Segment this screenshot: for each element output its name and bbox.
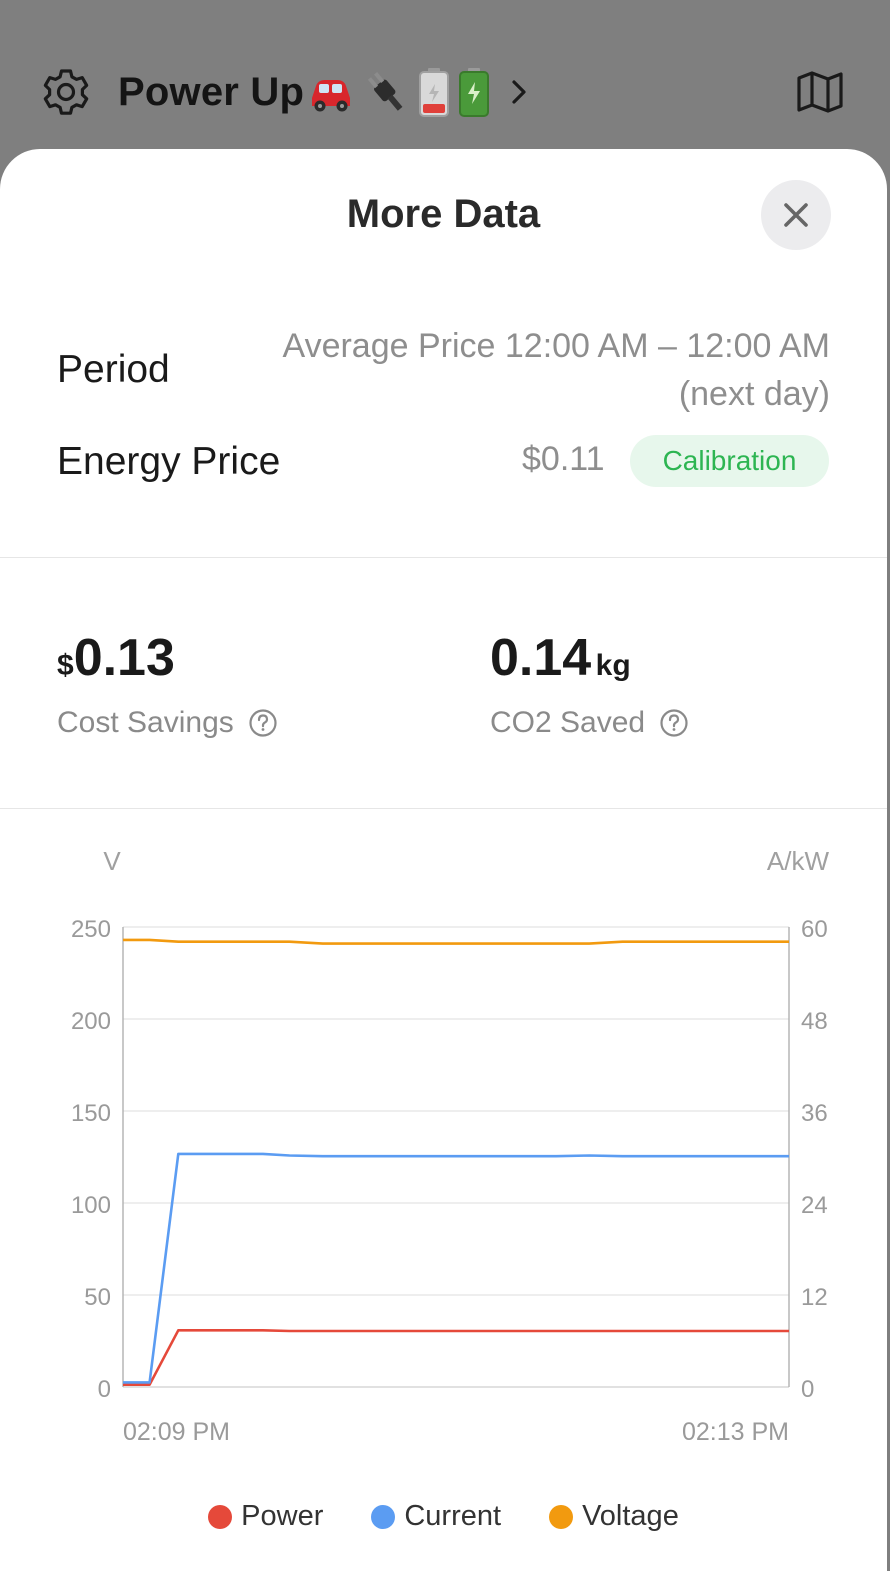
y-tick-left: 50 [84,1284,111,1311]
cost-savings-text: Cost Savings [57,706,234,739]
cost-savings-label: Cost Savings [57,706,278,740]
x-tick-label: 02:09 PM [123,1418,230,1446]
y-tick-left: 100 [71,1192,111,1219]
series-line-power [123,1329,789,1386]
x-tick-label: 02:13 PM [682,1418,789,1446]
co2-saved-value: 0.14 kg [490,628,631,688]
close-icon [784,203,808,227]
low-battery-emoji [419,68,450,117]
y-tick-right: 12 [801,1284,828,1311]
legend-dot-power [208,1504,233,1529]
power-chart: 250 60 200 48 150 36 100 24 50 12 0 0 V A/kW 02:09 PM 0… [71,846,830,1446]
title-emojis [306,66,496,118]
legend-label-current: Current [404,1500,502,1532]
right-axis-unit: A/kW [767,846,830,876]
gear-icon[interactable] [40,66,92,118]
period-value: Average Price 12:00 AM – 12:00 AM (next … [283,322,831,418]
calibration-badge[interactable]: Calibration [630,435,829,487]
map-icon[interactable] [794,66,846,118]
co2-unit: kg [595,649,631,682]
legend-label-power: Power [241,1500,324,1532]
close-button[interactable] [761,180,831,250]
divider [0,808,887,809]
legend-dot-voltage [549,1504,574,1529]
co2-amount: 0.14 [490,629,592,687]
legend-item-power[interactable]: Power [208,1500,323,1533]
y-tick-right: 60 [801,916,828,943]
y-tick-left: 0 [98,1376,111,1403]
app-header: Power Up [0,0,890,160]
energy-price-value: $0.11 [522,440,605,478]
legend-label-voltage: Voltage [582,1500,679,1532]
y-tick-left: 250 [71,916,111,943]
full-battery-emoji [459,68,490,117]
y-tick-right: 0 [801,1376,814,1403]
chart-legend: Power Current Voltage [0,1500,887,1533]
divider [0,557,887,558]
chevron-right-icon[interactable] [510,77,536,107]
help-icon[interactable] [248,708,278,738]
period-value-line1: Average Price 12:00 AM – 12:00 AM [282,327,831,365]
legend-dot-current [371,1504,396,1529]
plug-emoji [367,72,403,111]
sheet-title: More Data [346,192,541,236]
y-tick-left: 150 [71,1100,111,1127]
y-tick-right: 48 [801,1008,828,1035]
car-emoji [312,80,351,112]
currency-symbol: $ [57,649,74,682]
legend-item-voltage[interactable]: Voltage [549,1500,679,1533]
legend-item-current[interactable]: Current [371,1500,501,1533]
y-tick-right: 36 [801,1100,828,1127]
co2-saved-text: CO2 Saved [490,706,646,739]
period-label: Period [57,348,170,391]
cost-amount: 0.13 [73,629,175,687]
app-title[interactable]: Power Up [118,69,305,114]
y-tick-left: 200 [71,1008,111,1035]
series-line-voltage [123,938,789,945]
more-data-sheet [0,149,887,1571]
energy-price-label: Energy Price [57,440,281,483]
y-tick-right: 24 [801,1192,828,1219]
left-axis-unit: V [103,846,121,876]
period-value-line2: (next day) [678,375,830,413]
cost-savings-value: $0.13 [57,628,175,688]
help-icon[interactable] [659,708,689,738]
co2-saved-label: CO2 Saved [490,706,689,740]
series-line-current [123,1152,789,1384]
